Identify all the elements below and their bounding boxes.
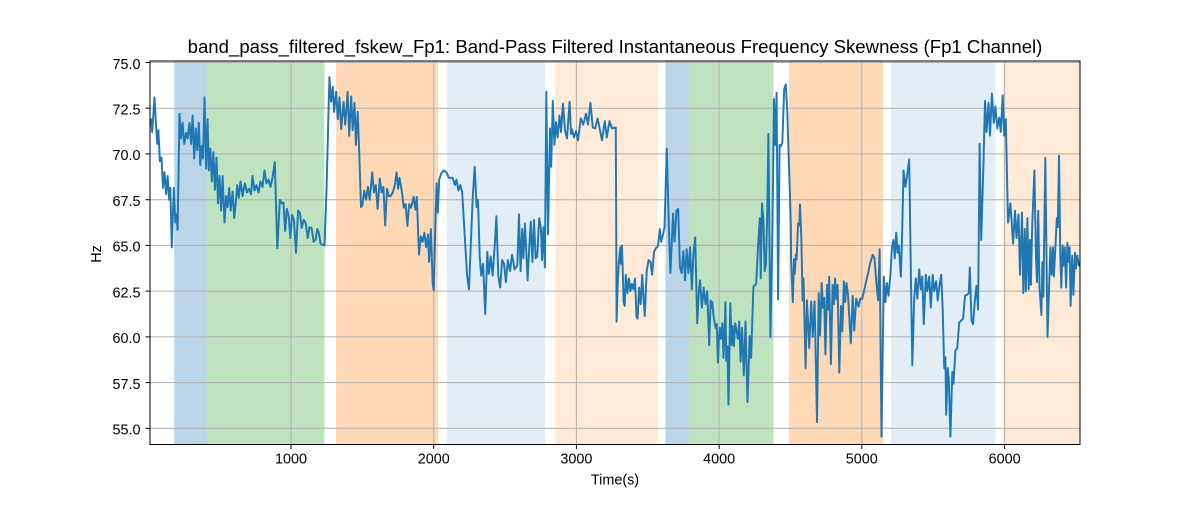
svg-text:3000: 3000 [560, 451, 592, 467]
svg-text:60.0: 60.0 [112, 331, 140, 347]
svg-text:Time(s): Time(s) [591, 473, 639, 489]
svg-text:5000: 5000 [846, 451, 878, 467]
svg-text:72.5: 72.5 [112, 103, 140, 119]
svg-text:Hz: Hz [89, 245, 105, 263]
svg-text:1000: 1000 [275, 451, 307, 467]
svg-text:6000: 6000 [989, 451, 1021, 467]
svg-text:2000: 2000 [418, 451, 450, 467]
svg-text:75.0: 75.0 [112, 57, 140, 73]
svg-text:67.5: 67.5 [112, 194, 140, 210]
svg-text:65.0: 65.0 [112, 240, 140, 256]
svg-text:62.5: 62.5 [112, 285, 140, 301]
svg-text:band_pass_filtered_fskew_Fp1:: band_pass_filtered_fskew_Fp1: Band-Pass … [188, 36, 1043, 58]
svg-text:55.0: 55.0 [112, 423, 140, 439]
svg-text:70.0: 70.0 [112, 148, 140, 164]
svg-text:57.5: 57.5 [112, 377, 140, 393]
svg-text:4000: 4000 [703, 451, 735, 467]
